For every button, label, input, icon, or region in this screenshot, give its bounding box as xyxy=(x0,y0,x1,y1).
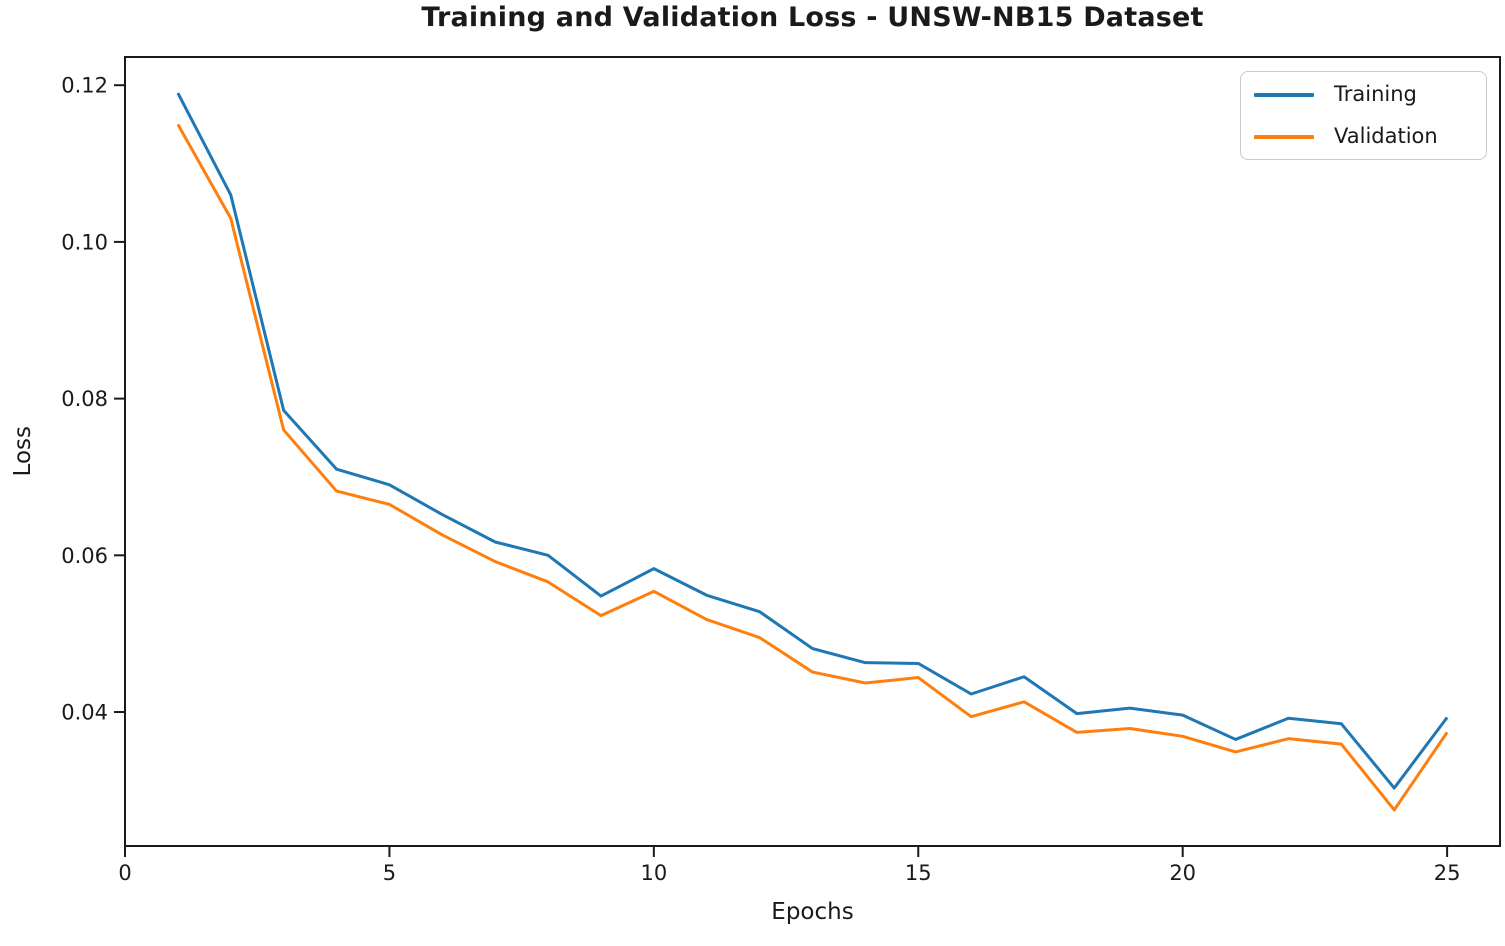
y-tick-label: 0.04 xyxy=(61,701,108,725)
validation-line-swatch xyxy=(1254,134,1314,139)
legend: Training Validation xyxy=(1240,71,1487,160)
y-tick-label: 0.10 xyxy=(61,230,108,254)
legend-item-training: Training xyxy=(1241,74,1486,116)
x-tick-label: 0 xyxy=(118,861,131,885)
x-tick-label: 25 xyxy=(1434,861,1461,885)
legend-label-validation: Validation xyxy=(1334,124,1438,148)
x-tick-label: 5 xyxy=(383,861,396,885)
plot-spines xyxy=(124,56,1501,847)
y-axis-label: Loss xyxy=(10,426,36,477)
y-tick-label: 0.08 xyxy=(61,387,108,411)
x-tick-label: 15 xyxy=(905,861,932,885)
validation-line xyxy=(176,123,1449,812)
x-tick-label: 10 xyxy=(640,861,667,885)
x-tick-label: 20 xyxy=(1169,861,1196,885)
y-axis-label-wrap: Loss xyxy=(0,57,46,846)
training-line-swatch xyxy=(1254,92,1314,97)
legend-label-training: Training xyxy=(1334,82,1417,106)
training-line xyxy=(176,92,1449,790)
legend-item-validation: Validation xyxy=(1241,116,1486,158)
y-tick-label: 0.06 xyxy=(61,544,108,568)
y-tick-label: 0.12 xyxy=(61,74,108,98)
x-axis-label: Epochs xyxy=(771,899,854,925)
chart-title: Training and Validation Loss - UNSW-NB15… xyxy=(421,2,1204,33)
